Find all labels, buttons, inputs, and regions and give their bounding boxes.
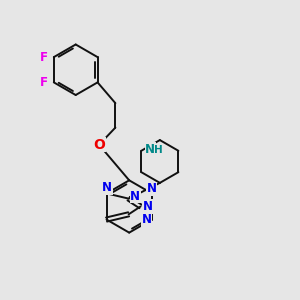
Text: F: F [39,76,47,89]
Text: O: O [93,138,105,152]
Text: N: N [102,181,112,194]
Text: N: N [142,213,152,226]
Text: F: F [39,51,47,64]
Text: N: N [130,190,140,203]
Text: N: N [147,182,157,195]
Text: N: N [145,143,155,156]
Text: N: N [143,200,153,213]
Text: H: H [154,145,162,155]
